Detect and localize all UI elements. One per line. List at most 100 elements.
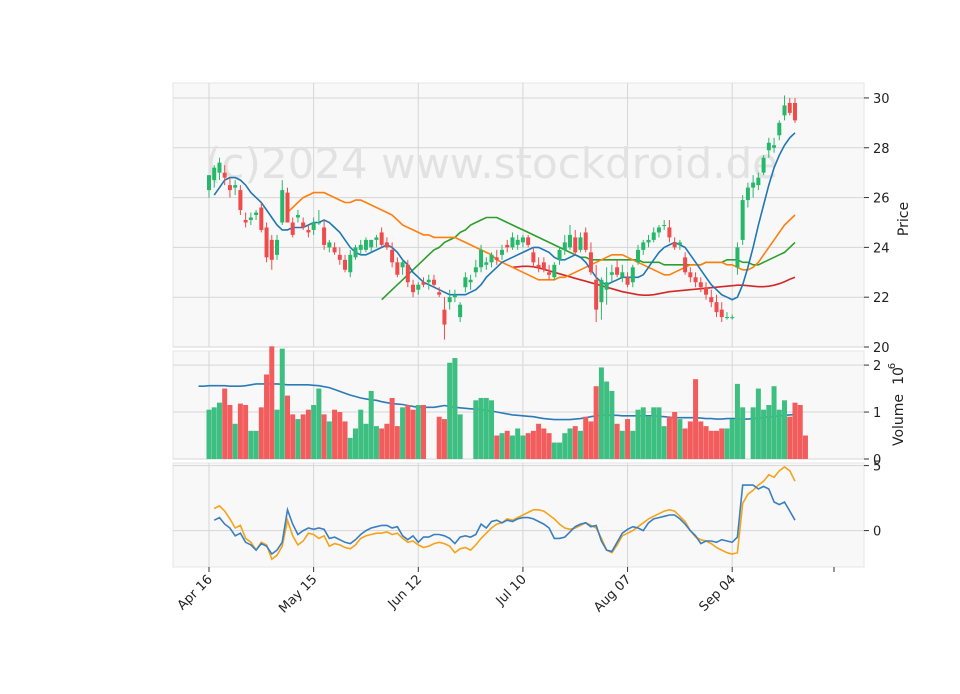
- volume-bar: [714, 430, 720, 459]
- volume-bar: [802, 435, 808, 459]
- candle-body: [787, 102, 792, 113]
- volume-bar: [598, 367, 604, 459]
- candle-body: [620, 272, 625, 278]
- candle-body: [295, 215, 300, 218]
- candle-body: [353, 247, 358, 258]
- candle-body: [254, 212, 259, 215]
- candle-body: [416, 284, 421, 290]
- volume-bar: [489, 400, 495, 459]
- candle-body: [473, 267, 478, 273]
- volume-bar: [248, 430, 254, 459]
- volume-bar: [525, 433, 531, 459]
- volume-bar: [771, 386, 777, 459]
- volume-bar: [541, 428, 547, 459]
- volume-bar: [363, 423, 369, 459]
- volume-bar: [682, 428, 688, 459]
- candle-body: [536, 264, 541, 268]
- candle-body: [719, 309, 724, 318]
- candle-body: [526, 237, 531, 245]
- candle-body: [285, 192, 290, 223]
- candle-body: [557, 249, 562, 260]
- price-tick-label: 28: [873, 142, 890, 157]
- volume-bar: [237, 403, 243, 459]
- volume-bar: [677, 419, 683, 459]
- volume-bar: [792, 402, 798, 459]
- indicator-tick-label: 0: [873, 525, 881, 540]
- volume-bar: [562, 433, 568, 459]
- volume-bar: [332, 409, 338, 459]
- candle-body: [463, 277, 468, 288]
- candle-body: [547, 272, 552, 275]
- indicator-panel: [172, 462, 865, 568]
- candle-body: [745, 187, 750, 201]
- volume-bar: [630, 430, 636, 459]
- volume-tick-label: 1: [873, 406, 881, 421]
- volume-bar: [478, 397, 484, 459]
- candle-body: [468, 279, 473, 283]
- volume-bar: [415, 405, 421, 459]
- volume-bar: [269, 346, 275, 459]
- candle-body: [573, 237, 578, 253]
- volume-bar: [405, 405, 411, 459]
- candle-body: [651, 232, 656, 240]
- candle-body: [489, 254, 494, 263]
- volume-bar: [645, 416, 651, 459]
- candle-body: [583, 232, 588, 250]
- x-tick-label: Apr 16: [175, 572, 216, 613]
- candle-body: [520, 237, 525, 243]
- candle-body: [301, 222, 306, 228]
- volume-bar: [750, 407, 756, 459]
- candle-body: [693, 277, 698, 283]
- volume-bar: [619, 430, 625, 459]
- candle-body: [348, 254, 353, 273]
- volume-bar: [290, 414, 296, 459]
- volume-bar: [337, 412, 343, 459]
- candle-body: [499, 249, 504, 255]
- volume-bar: [509, 435, 515, 459]
- volume-bar: [447, 362, 453, 459]
- price-tick-label: 20: [873, 341, 890, 356]
- volume-bar: [640, 407, 646, 459]
- candle-body: [316, 222, 321, 224]
- candle-body: [269, 239, 274, 260]
- volume-bar: [593, 386, 599, 459]
- volume-bar: [625, 419, 631, 459]
- volume-bar: [384, 423, 390, 459]
- candle-body: [343, 259, 348, 270]
- candle-body: [772, 145, 777, 148]
- candle-body: [479, 249, 484, 268]
- candle-body: [280, 190, 285, 223]
- candle-body: [217, 162, 222, 173]
- candle-body: [243, 219, 248, 223]
- volume-bar: [740, 407, 746, 459]
- candle-body: [233, 185, 238, 188]
- volume-bar: [693, 379, 699, 459]
- candle-body: [615, 267, 620, 275]
- candle-body: [751, 182, 756, 188]
- candle-body: [222, 172, 227, 178]
- candle-body: [609, 272, 614, 275]
- candle-body: [714, 302, 719, 313]
- volume-bar: [609, 390, 615, 459]
- candle-body: [259, 207, 264, 230]
- volume-bar: [394, 426, 400, 459]
- candle-body: [322, 227, 327, 245]
- candle-body: [363, 239, 368, 250]
- volume-bar: [572, 426, 578, 459]
- candle-body: [630, 267, 635, 283]
- volume-bar: [352, 428, 358, 459]
- candle-body: [766, 142, 771, 151]
- volume-bar: [295, 419, 301, 459]
- volume-bar: [698, 421, 704, 459]
- volume-bar: [373, 426, 379, 459]
- indicator-blue-line: [213, 484, 796, 556]
- volume-bar: [311, 405, 317, 459]
- price-axis-label: Price: [896, 202, 912, 236]
- candle-body: [238, 190, 243, 211]
- candle-body: [662, 224, 667, 226]
- candle-body: [332, 247, 337, 253]
- volume-bar: [358, 409, 364, 459]
- volume-bar: [441, 419, 447, 459]
- volume-bar: [452, 358, 458, 459]
- candle-body: [358, 244, 363, 250]
